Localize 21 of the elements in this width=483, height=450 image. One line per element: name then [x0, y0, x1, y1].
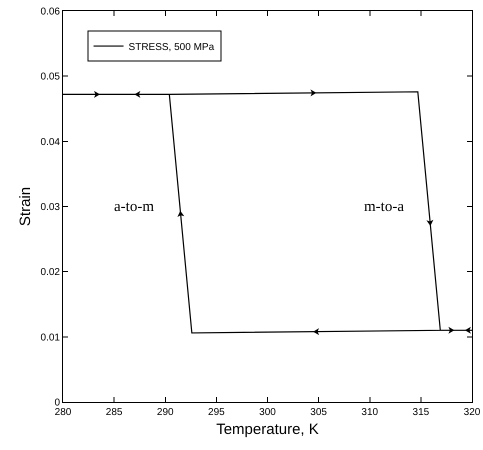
- x-tick-label: 285: [106, 407, 123, 418]
- x-tick-label: 280: [54, 407, 72, 418]
- x-tick-label: 290: [156, 407, 174, 418]
- y-tick-label: 0.01: [40, 332, 60, 344]
- y-tick-label: 0.02: [40, 267, 60, 278]
- x-tick-label: 320: [464, 407, 481, 418]
- x-tick-label: 315: [412, 407, 430, 418]
- x-axis-title: Temperature, K: [216, 421, 319, 438]
- x-tick-label: 295: [208, 407, 226, 418]
- y-axis-title: Strain: [16, 186, 34, 226]
- y-tick-label: 0.05: [40, 72, 60, 83]
- legend-label: STRESS, 500 MPa: [128, 42, 215, 53]
- annotation: m-to-a: [364, 199, 404, 215]
- x-tick-label: 300: [259, 407, 276, 418]
- x-tick-label: 305: [310, 407, 328, 418]
- y-tick-label: 0: [54, 398, 60, 408]
- annotation: a-to-m: [114, 199, 154, 215]
- y-tick-label: 0.06: [40, 6, 60, 18]
- y-tick-label: 0.03: [40, 202, 60, 213]
- y-tick-label: 0.04: [40, 136, 60, 148]
- x-tick-label: 310: [361, 407, 379, 418]
